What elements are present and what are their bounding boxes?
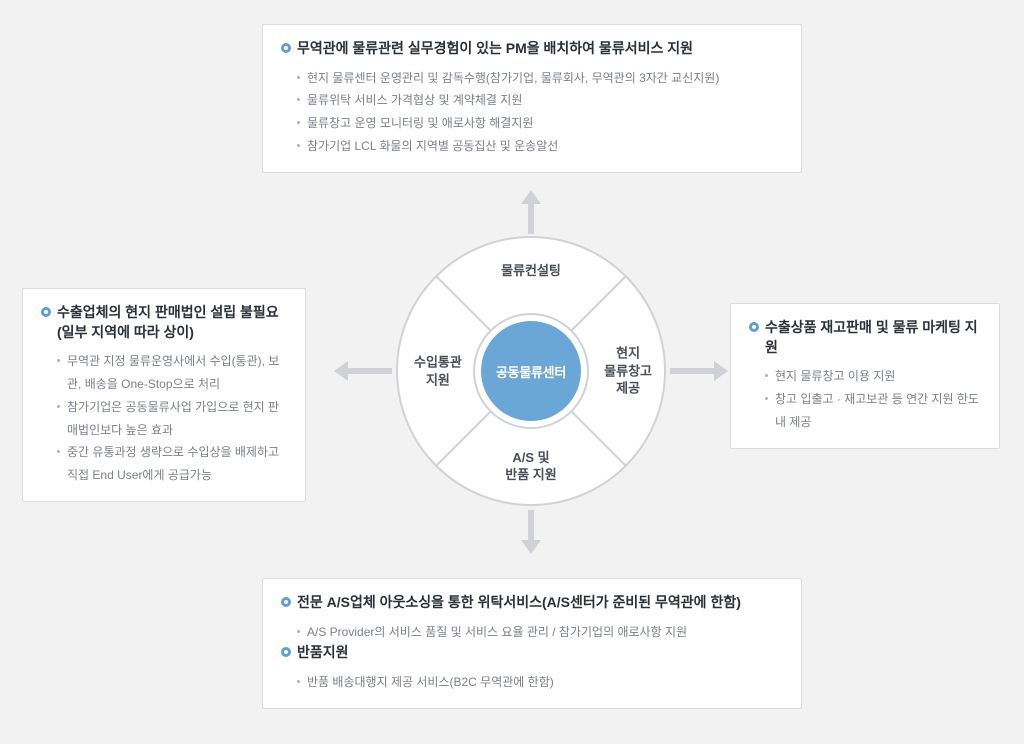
list-item: A/S Provider의 서비스 품질 및 서비스 요율 관리 / 참가기업의… bbox=[297, 621, 783, 644]
info-box-left: 수출업체의 현지 판매법인 설립 불필요 (일부 지역에 따라 상이) 무역관 … bbox=[22, 288, 306, 502]
list-item: 물류창고 운영 모니터링 및 애로사항 해결지원 bbox=[297, 112, 783, 135]
list-item: 반품 배송대행지 제공 서비스(B2C 무역관에 한함) bbox=[297, 671, 783, 694]
box-top-list: 현지 물류센터 운영관리 및 감독수행(참가기업, 물류회사, 무역관의 3자간… bbox=[281, 67, 783, 158]
box-bottom-list-1: A/S Provider의 서비스 품질 및 서비스 요율 관리 / 참가기업의… bbox=[281, 621, 783, 644]
box-left-list: 무역관 지정 물류운영사에서 수입(통관), 보관, 배송을 One-Stop으… bbox=[41, 350, 287, 487]
segment-label-top: 물류컨설팅 bbox=[501, 262, 561, 280]
info-box-right: 수출상품 재고판매 및 물류 마케팅 지원 현지 물류창고 이용 지원 창고 입… bbox=[730, 303, 1000, 449]
list-item: 물류위탁 서비스 가격협상 및 계약체결 지원 bbox=[297, 89, 783, 112]
segment-label-left: 수입통관 지원 bbox=[414, 353, 462, 388]
arrow-down-stem bbox=[528, 510, 534, 540]
core-circle: 공동물류센터 bbox=[481, 321, 581, 421]
list-item: 무역관 지정 물류운영사에서 수입(통관), 보관, 배송을 One-Stop으… bbox=[57, 350, 287, 396]
arrow-up-stem bbox=[528, 204, 534, 234]
list-item: 참가기업은 공동물류사업 가입으로 현지 판매법인보다 높은 효과 bbox=[57, 396, 287, 442]
list-item: 창고 입출고 · 재고보관 등 연간 지원 한도내 제공 bbox=[765, 388, 981, 434]
ring-bullet-icon bbox=[281, 597, 291, 607]
box-top-title: 무역관에 물류관련 실무경험이 있는 PM을 배치하여 물류서비스 지원 bbox=[297, 39, 693, 59]
box-bottom-title-1: 전문 A/S업체 아웃소싱을 통한 위탁서비스(A/S센터가 준비된 무역관에 … bbox=[297, 593, 741, 613]
segment-label-right: 현지 물류창고 제공 bbox=[604, 345, 652, 398]
arrow-left-stem bbox=[348, 368, 392, 374]
radial-diagram: 공동물류센터 물류컨설팅 현지 물류창고 제공 A/S 및 반품 지원 수입통관… bbox=[396, 236, 666, 506]
list-item: 현지 물류센터 운영관리 및 감독수행(참가기업, 물류회사, 무역관의 3자간… bbox=[297, 67, 783, 90]
list-item: 현지 물류창고 이용 지원 bbox=[765, 365, 981, 388]
list-item: 참가기업 LCL 화물의 지역별 공동집산 및 운송알선 bbox=[297, 135, 783, 158]
diagram-canvas: 무역관에 물류관련 실무경험이 있는 PM을 배치하여 물류서비스 지원 현지 … bbox=[0, 0, 1024, 744]
box-bottom-title-2: 반품지원 bbox=[297, 643, 349, 663]
box-right-list: 현지 물류창고 이용 지원 창고 입출고 · 재고보관 등 연간 지원 한도내 … bbox=[749, 365, 981, 433]
info-box-top: 무역관에 물류관련 실무경험이 있는 PM을 배치하여 물류서비스 지원 현지 … bbox=[262, 24, 802, 173]
arrow-right-stem bbox=[670, 368, 714, 374]
box-left-title: 수출업체의 현지 판매법인 설립 불필요 (일부 지역에 따라 상이) bbox=[57, 303, 287, 342]
box-right-title: 수출상품 재고판매 및 물류 마케팅 지원 bbox=[765, 318, 981, 357]
arrow-right-icon bbox=[714, 361, 728, 381]
segment-label-bottom: A/S 및 반품 지원 bbox=[505, 449, 556, 484]
ring-bullet-icon bbox=[41, 307, 51, 317]
box-bottom-list-2: 반품 배송대행지 제공 서비스(B2C 무역관에 한함) bbox=[281, 671, 783, 694]
arrow-up-icon bbox=[521, 190, 541, 204]
ring-bullet-icon bbox=[749, 322, 759, 332]
list-item: 중간 유통과정 생략으로 수입상을 배제하고 직접 End User에게 공급가… bbox=[57, 441, 287, 487]
core-label: 공동물류센터 bbox=[496, 362, 566, 381]
arrow-down-icon bbox=[521, 540, 541, 554]
ring-bullet-icon bbox=[281, 647, 291, 657]
ring-bullet-icon bbox=[281, 43, 291, 53]
arrow-left-icon bbox=[334, 361, 348, 381]
info-box-bottom: 전문 A/S업체 아웃소싱을 통한 위탁서비스(A/S센터가 준비된 무역관에 … bbox=[262, 578, 802, 709]
